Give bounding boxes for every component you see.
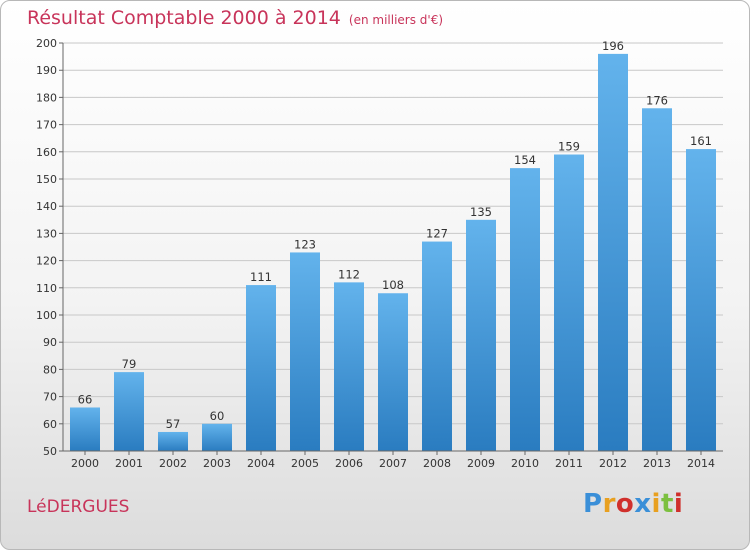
bar	[114, 372, 144, 451]
bar-value-label: 57	[166, 417, 181, 431]
bar	[70, 407, 100, 451]
x-tick-label: 2009	[467, 457, 495, 470]
bar	[158, 431, 188, 451]
bar	[554, 154, 584, 451]
y-tick-label: 70	[43, 391, 57, 404]
x-tick-label: 2004	[247, 457, 275, 470]
x-tick-label: 2014	[687, 457, 715, 470]
y-tick-label: 120	[36, 255, 57, 268]
bar	[202, 423, 232, 451]
x-tick-label: 2006	[335, 457, 363, 470]
x-tick-label: 2013	[643, 457, 671, 470]
bar	[642, 108, 672, 451]
bar-value-label: 123	[294, 237, 316, 251]
bar	[598, 53, 628, 451]
bar-value-label: 154	[514, 153, 536, 167]
bar-value-label: 159	[558, 140, 580, 154]
logo-letter: P	[583, 489, 603, 519]
x-tick-label: 2003	[203, 457, 231, 470]
x-tick-label: 2008	[423, 457, 451, 470]
commune-name: LéDERGUES	[27, 497, 130, 517]
bar	[290, 252, 320, 451]
logo-letter: i	[673, 489, 684, 519]
bar-value-label: 66	[78, 392, 93, 406]
y-tick-label: 110	[36, 282, 57, 295]
bar-value-label: 60	[210, 409, 225, 423]
y-tick-label: 50	[43, 445, 57, 458]
x-tick-label: 2001	[115, 457, 143, 470]
logo-letter: r	[602, 489, 616, 519]
bar-value-label: 112	[338, 267, 360, 281]
bar	[378, 293, 408, 451]
y-tick-label: 100	[36, 309, 57, 322]
y-tick-label: 80	[43, 363, 57, 376]
x-tick-label: 2007	[379, 457, 407, 470]
logo-letter: x	[634, 489, 652, 519]
y-tick-label: 130	[36, 227, 57, 240]
bar-value-label: 108	[382, 278, 404, 292]
y-tick-label: 150	[36, 173, 57, 186]
proxiti-logo: Proxiti	[583, 489, 683, 519]
logo-letter: i	[651, 489, 661, 519]
y-tick-label: 170	[36, 119, 57, 132]
x-tick-label: 2010	[511, 457, 539, 470]
logo-letter: t	[660, 489, 674, 519]
bar	[422, 241, 452, 451]
y-tick-label: 190	[36, 64, 57, 77]
logo-letter: o	[615, 489, 635, 519]
y-tick-label: 90	[43, 336, 57, 349]
y-tick-label: 140	[36, 200, 57, 213]
bar	[246, 285, 276, 451]
x-tick-label: 2002	[159, 457, 187, 470]
bar-value-label: 79	[122, 357, 137, 371]
bar	[466, 219, 496, 451]
x-tick-label: 2012	[599, 457, 627, 470]
bar-value-label: 176	[646, 93, 668, 107]
bar	[334, 282, 364, 451]
chart-title: Résultat Comptable 2000 à 2014 (en millie…	[27, 7, 443, 29]
x-tick-label: 2000	[71, 457, 99, 470]
bar-value-label: 161	[690, 134, 712, 148]
chart-subtitle: (en milliers d'€)	[348, 13, 444, 27]
x-tick-label: 2011	[555, 457, 583, 470]
x-tick-label: 2005	[291, 457, 319, 470]
chart-title-text: Résultat Comptable 2000 à 2014	[27, 7, 341, 29]
y-tick-label: 200	[36, 37, 57, 50]
y-tick-label: 60	[43, 418, 57, 431]
bar-value-label: 135	[470, 205, 492, 219]
y-tick-label: 160	[36, 146, 57, 159]
bar-value-label: 196	[602, 39, 624, 53]
bar-value-label: 127	[426, 227, 448, 241]
bar-value-label: 111	[250, 270, 272, 284]
bar	[510, 168, 540, 451]
y-tick-label: 180	[36, 91, 57, 104]
bar	[686, 149, 716, 451]
